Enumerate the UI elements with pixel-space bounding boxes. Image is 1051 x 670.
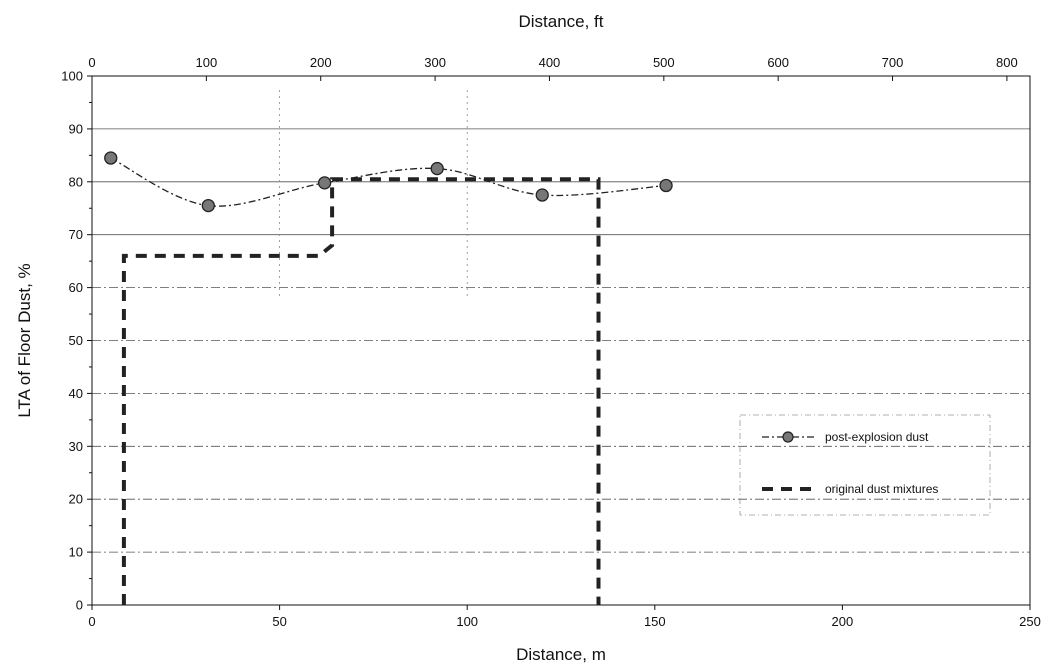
top-x-tick-label: 100 [196,55,218,70]
gridlines [92,90,1030,553]
y-tick-label: 70 [69,227,83,242]
y-tick-label: 60 [69,280,83,295]
top-x-tick-label: 0 [88,55,95,70]
series-original-dust-mixtures [121,177,601,605]
y-tick-label: 80 [69,174,83,189]
series-post-explosion-dust [110,157,667,207]
x-tick-label: 200 [832,614,854,629]
y-tick-label: 30 [69,439,83,454]
x-tick-label: 0 [88,614,95,629]
data-point-post-explosion [201,198,215,213]
y-tick-label: 40 [69,386,83,401]
y-tick-label: 50 [69,333,83,348]
top-axis-title: Distance, ft [518,12,603,31]
legend-label-post-explosion: post-explosion dust [825,430,929,444]
x-tick-label: 100 [456,614,478,629]
y-tick-label: 20 [69,492,83,507]
data-point-post-explosion [659,178,673,193]
y-axis-title: LTA of Floor Dust, % [15,263,34,417]
axis-ticks: 0 10 20 30 40 50 60 70 80 90 100 0 50 100 150 200 250 0 10… [61,55,1041,629]
series [104,151,673,605]
legend-box [739,414,991,516]
data-point-post-explosion [104,151,118,165]
x-tick-label: 250 [1019,614,1041,629]
top-x-tick-label: 300 [424,55,446,70]
legend: post-explosion dust original dust mixtur… [739,414,991,516]
top-x-tick-label: 600 [767,55,789,70]
top-x-tick-label: 800 [996,55,1018,70]
top-x-tick-label: 700 [882,55,904,70]
y-tick-label: 90 [69,121,83,136]
x-tick-label: 50 [272,614,286,629]
top-x-tick-label: 500 [653,55,675,70]
legend-label-original-dust: original dust mixtures [825,482,938,496]
data-point-post-explosion [317,176,332,190]
data-point-post-explosion [430,161,444,176]
y-tick-label: 10 [69,545,83,560]
top-x-tick-label: 400 [539,55,561,70]
legend-marker-post-explosion [782,431,794,443]
data-point-post-explosion [535,188,549,202]
x-axis-title: Distance, m [516,645,606,664]
y-tick-label: 0 [76,598,83,613]
y-tick-label: 100 [61,69,83,84]
x-tick-label: 150 [644,614,666,629]
top-x-tick-label: 200 [310,55,332,70]
